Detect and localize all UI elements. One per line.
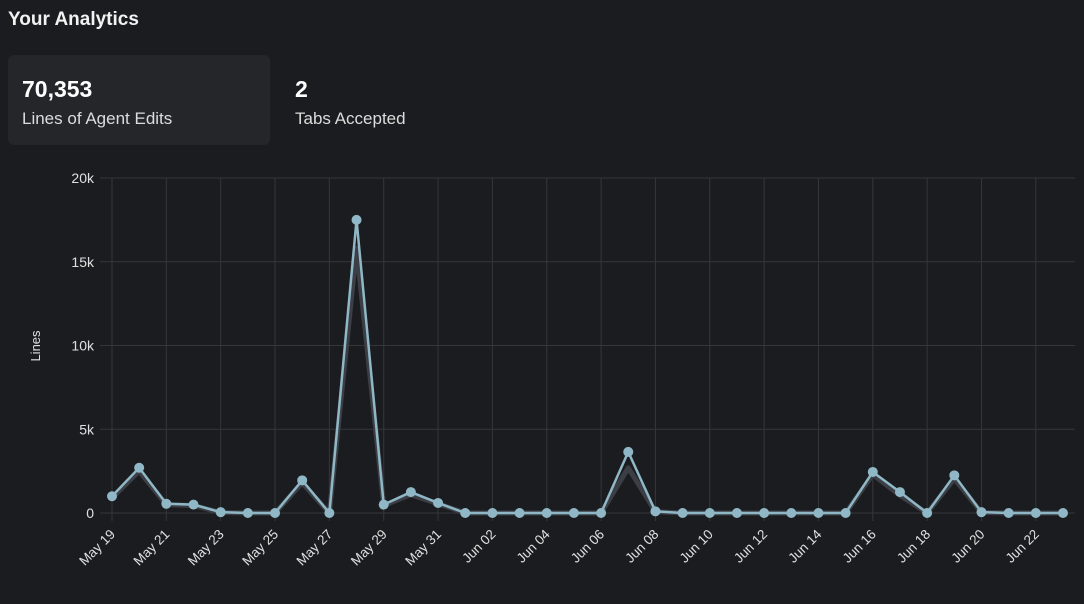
y-tick-label: 5k (79, 421, 95, 437)
series-line (111, 218, 1063, 515)
x-tick-label: May 21 (131, 527, 173, 569)
stat-label-tabs-accepted: Tabs Accepted (295, 109, 406, 128)
stat-value-agent-edits: 70,353 (22, 76, 93, 102)
data-point[interactable] (867, 466, 878, 477)
data-point[interactable] (215, 507, 226, 518)
x-tick-label: Jun 16 (840, 527, 879, 566)
chart-grid (100, 177, 1075, 521)
data-point[interactable] (704, 508, 715, 518)
data-point[interactable] (786, 508, 797, 518)
data-point[interactable] (460, 508, 471, 518)
x-tick-label: Jun 10 (677, 527, 716, 566)
data-point[interactable] (378, 499, 389, 510)
data-point[interactable] (623, 446, 634, 457)
stat-card-agent-edits[interactable]: 70,353 Lines of Agent Edits (8, 55, 270, 145)
data-point[interactable] (541, 508, 552, 518)
data-point[interactable] (161, 498, 172, 509)
x-tick-label: May 29 (348, 527, 390, 569)
stat-value-tabs-accepted: 2 (295, 76, 308, 102)
x-tick-label: Jun 14 (785, 526, 825, 566)
stat-label-agent-edits: Lines of Agent Edits (22, 109, 173, 128)
x-tick-label: Jun 22 (1003, 527, 1042, 566)
data-point[interactable] (813, 508, 824, 518)
y-tick-label: 0 (86, 505, 94, 521)
y-tick-label: 15k (71, 254, 95, 270)
x-tick-label: May 31 (402, 527, 444, 569)
data-point[interactable] (134, 462, 145, 473)
data-point[interactable] (242, 508, 253, 518)
stat-card-tabs-accepted[interactable]: 2 Tabs Accepted (281, 55, 541, 145)
data-point[interactable] (188, 499, 199, 510)
data-point[interactable] (433, 497, 444, 508)
data-point[interactable] (731, 508, 742, 518)
data-point[interactable] (1058, 508, 1068, 518)
data-point[interactable] (514, 508, 525, 518)
secondary-series-line (110, 245, 1063, 516)
x-tick-label: Jun 20 (948, 527, 987, 566)
data-point[interactable] (922, 508, 933, 518)
x-tick-label: May 23 (185, 527, 227, 569)
data-point[interactable] (949, 470, 960, 481)
x-tick-label: Jun 18 (894, 527, 933, 566)
x-tick-label: Jun 06 (568, 527, 607, 566)
data-point[interactable] (568, 508, 579, 518)
x-tick-label: May 19 (76, 527, 118, 569)
data-point[interactable] (351, 214, 362, 225)
data-point[interactable] (596, 508, 607, 518)
y-axis-label: Lines (28, 330, 43, 362)
data-point[interactable] (677, 508, 688, 518)
x-tick-label: Jun 04 (514, 526, 554, 566)
data-point[interactable] (650, 506, 661, 517)
data-point[interactable] (894, 487, 905, 498)
data-point[interactable] (1030, 508, 1041, 518)
data-point[interactable] (840, 508, 851, 518)
data-point[interactable] (270, 508, 281, 518)
data-point[interactable] (297, 475, 308, 486)
data-point[interactable] (324, 508, 335, 518)
y-tick-label: 10k (71, 338, 95, 354)
chart-y-ticks: 0 5k 10k 15k 20k (71, 170, 95, 521)
data-point[interactable] (487, 508, 498, 518)
data-point[interactable] (1003, 508, 1014, 518)
data-point[interactable] (107, 491, 117, 502)
x-tick-label: Jun 12 (731, 527, 770, 566)
data-point[interactable] (759, 508, 770, 518)
chart-x-ticks: May 19 May 21 May 23 May 25 May 27 May 29 May … (76, 526, 1042, 568)
chart-series (107, 214, 1068, 518)
x-tick-label: May 25 (239, 527, 281, 569)
x-tick-label: Jun 08 (622, 527, 661, 566)
y-tick-label: 20k (71, 170, 95, 186)
data-point[interactable] (405, 487, 416, 498)
page-title: Your Analytics (8, 9, 139, 30)
data-point[interactable] (976, 507, 987, 518)
x-tick-label: May 27 (294, 527, 336, 569)
x-tick-label: Jun 02 (459, 527, 498, 566)
